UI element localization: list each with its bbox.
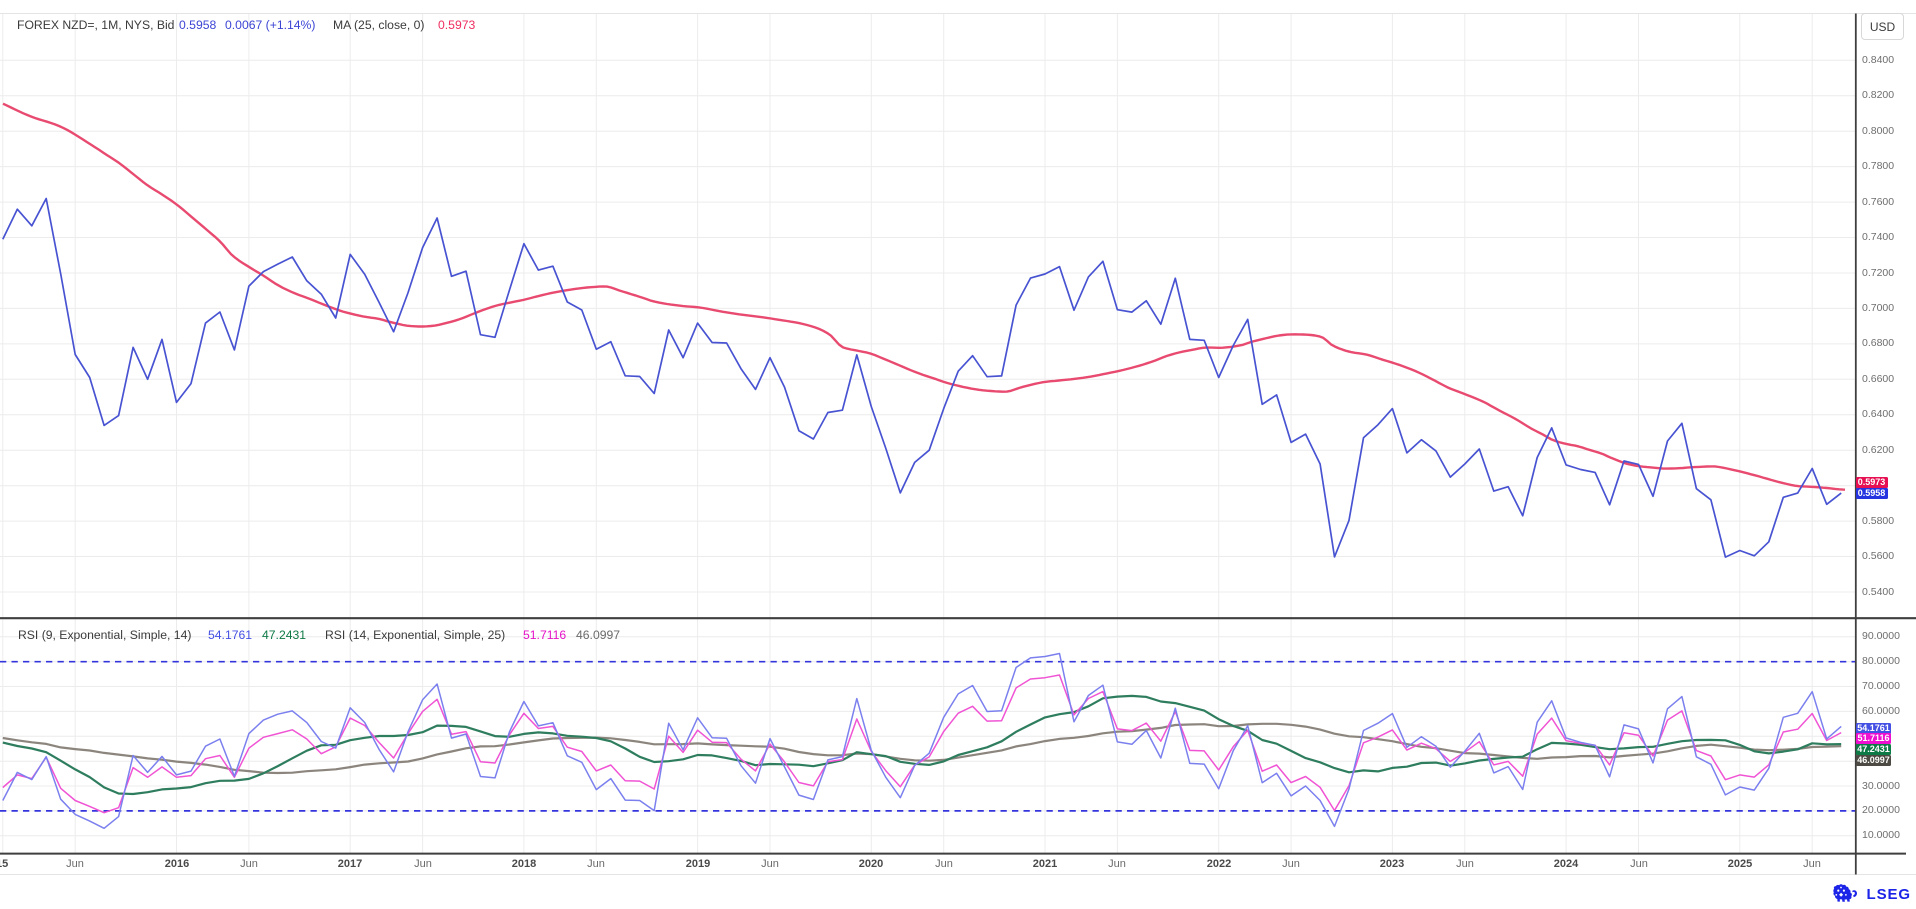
svg-text:LSEG: LSEG	[1867, 886, 1911, 903]
